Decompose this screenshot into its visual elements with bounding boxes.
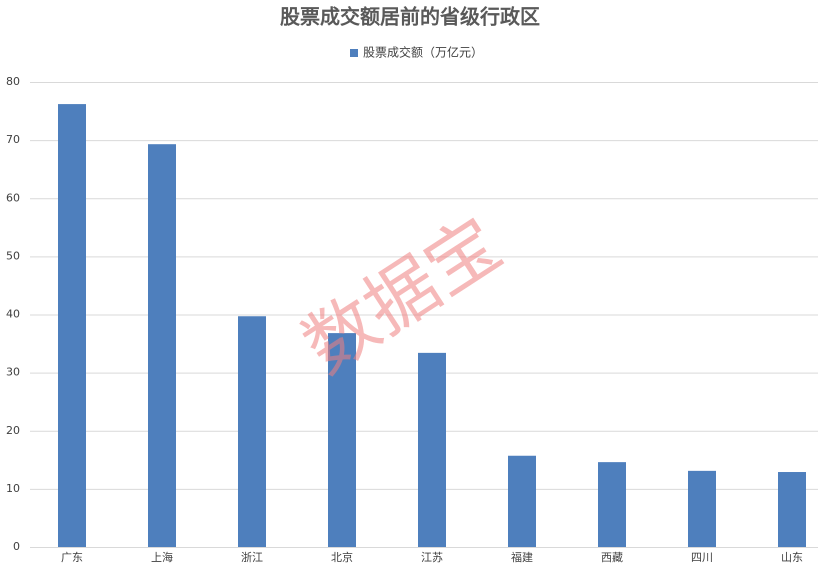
x-tick-label: 广东: [61, 551, 83, 564]
y-tick-label: 10: [6, 482, 20, 495]
bar: [148, 144, 176, 547]
y-tick-label: 50: [6, 249, 20, 262]
watermark: 数据宝: [289, 201, 516, 389]
x-tick-label: 福建: [511, 550, 533, 564]
bar: [778, 472, 806, 547]
legend-label: 股票成交额（万亿元）: [363, 45, 483, 60]
bar: [418, 352, 446, 547]
x-tick-label: 西藏: [601, 551, 623, 564]
x-tick-label: 江苏: [421, 551, 443, 564]
legend-swatch: [350, 49, 358, 57]
x-tick-label: 北京: [331, 550, 353, 564]
chart-title: 股票成交额居前的省级行政区: [280, 5, 540, 29]
y-tick-label: 30: [6, 366, 20, 379]
y-tick-label: 80: [6, 75, 20, 88]
x-tick-label: 山东: [781, 551, 803, 564]
y-tick-label: 60: [6, 191, 20, 204]
bar: [238, 316, 266, 547]
y-tick-label: 40: [6, 308, 20, 321]
bar: [688, 470, 716, 547]
x-tick-label: 浙江: [241, 551, 263, 564]
x-tick-label: 上海: [151, 550, 173, 564]
y-tick-label: 20: [6, 424, 20, 437]
bar: [58, 104, 86, 548]
bar: [508, 455, 536, 547]
bar: [598, 462, 626, 547]
x-tick-label: 四川: [691, 551, 713, 564]
y-tick-label: 70: [6, 133, 20, 146]
y-tick-label: 0: [13, 540, 20, 553]
bar: [328, 333, 356, 547]
